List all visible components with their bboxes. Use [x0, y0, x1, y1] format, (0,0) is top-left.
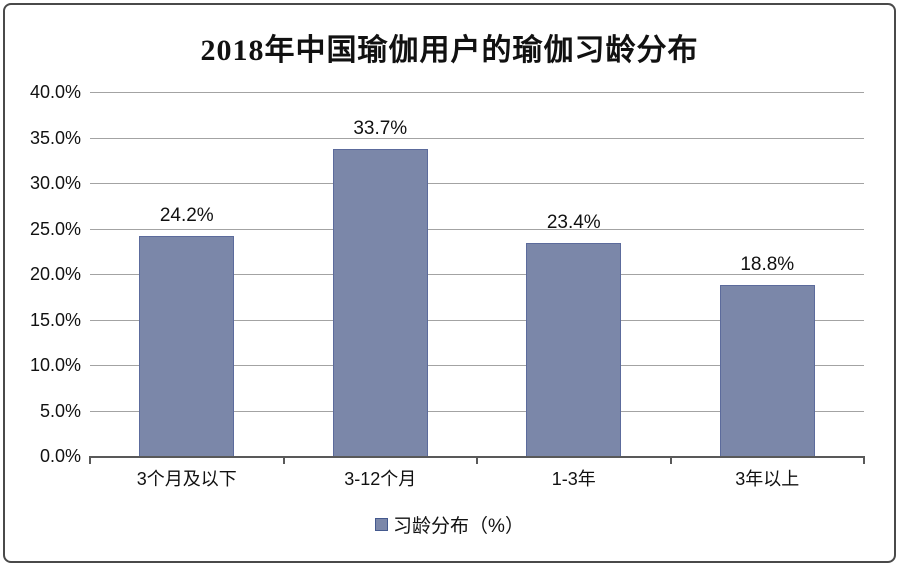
legend: 习龄分布（%） — [5, 511, 894, 538]
y-tick-label: 40.0% — [29, 82, 81, 102]
gridline — [90, 228, 864, 230]
x-tick-label: 1-3年 — [551, 469, 596, 489]
bar — [332, 149, 428, 456]
x-axis-tick — [863, 456, 865, 464]
gridline — [90, 365, 864, 366]
chart-title: 2018年中国瑜伽用户的瑜伽习龄分布 — [200, 34, 699, 67]
x-tick-label: 3-12个月 — [344, 469, 417, 489]
y-tick-label: 10.0% — [29, 355, 81, 375]
x-axis-tick — [89, 456, 91, 464]
x-tick-label: 3个月及以下 — [136, 469, 237, 489]
gridline — [90, 137, 864, 139]
bar-value-label: 24.2% — [159, 204, 214, 226]
x-axis-tick — [669, 456, 672, 464]
gridline — [90, 319, 864, 321]
legend-label: 习龄分布（%） — [393, 516, 524, 537]
y-tick-label: 25.0% — [29, 218, 81, 239]
y-tick-label: 15.0% — [29, 309, 81, 330]
bar — [719, 284, 815, 456]
bar-value-label: 23.4% — [546, 212, 601, 234]
y-tick-label: 30.0% — [29, 173, 81, 193]
y-tick-label: 0.0% — [39, 446, 81, 466]
x-tick-label: 3年以上 — [735, 469, 800, 489]
bar-value-label: 18.8% — [740, 253, 795, 275]
x-axis-tick — [282, 456, 285, 464]
x-axis-labels: 3个月及以下 3-12个月 1-3年 3年以上 — [90, 465, 864, 491]
y-axis-labels: 0.0% 5.0% 10.0% 15.0% 20.0% 25.0% 30.0% 35.0% 40… — [5, 82, 81, 466]
chart-frame: 2018年中国瑜伽用户的瑜伽习龄分布 24.2% 33.7% 23.4% 18.8% … — [3, 3, 896, 563]
plot-area: 24.2% 33.7% 23.4% 18.8% — [89, 92, 865, 464]
bar — [139, 235, 235, 456]
y-tick-label: 5.0% — [39, 400, 81, 421]
gridline — [90, 92, 864, 93]
bar-value-label: 33.7% — [353, 118, 408, 140]
y-tick-label: 35.0% — [29, 127, 81, 148]
gridline — [90, 183, 864, 184]
bar — [526, 243, 622, 456]
legend-swatch-icon — [375, 518, 389, 531]
y-tick-label: 20.0% — [29, 264, 81, 284]
x-axis-tick — [476, 456, 478, 464]
gridline — [90, 410, 864, 412]
gridline — [90, 274, 864, 275]
